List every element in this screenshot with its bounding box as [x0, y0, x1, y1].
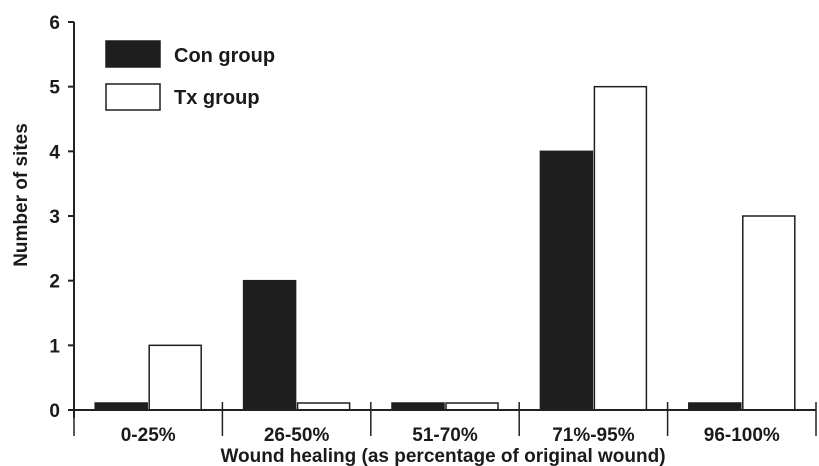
- bar-con-group: [242, 279, 297, 411]
- legend-label-con-group: Con group: [174, 45, 275, 67]
- y-tick-label: 1: [49, 336, 60, 357]
- bar-tx-group: [296, 402, 351, 411]
- y-axis-ticks: 0 1 2 3 4 5 6: [49, 13, 74, 422]
- x-tick-label: 71%-95%: [552, 425, 634, 446]
- y-tick-label: 0: [49, 401, 60, 422]
- y-tick-label: 5: [49, 78, 60, 99]
- bar-con-group: [94, 402, 148, 411]
- legend: Con group Tx group: [105, 40, 275, 111]
- y-axis-title: Number of sites: [11, 123, 32, 267]
- bars: [94, 85, 796, 411]
- y-tick-label: 3: [49, 207, 60, 228]
- bar-tx-group: [593, 85, 648, 411]
- x-axis-ticks: 0-25% 26-50% 51-70% 71%-95% 96-100%: [73, 402, 817, 446]
- legend-swatch-tx-group: [105, 83, 161, 111]
- bar-tx-group: [445, 402, 499, 411]
- bar-con-group: [539, 150, 594, 411]
- y-tick-label: 2: [49, 272, 60, 293]
- x-tick-label: 26-50%: [264, 425, 330, 446]
- bar-con-group: [688, 402, 742, 411]
- y-tick-label: 4: [49, 142, 60, 163]
- x-axis-title: Wound healing (as percentage of original…: [220, 446, 665, 466]
- x-tick-label: 96-100%: [704, 425, 780, 446]
- x-tick-label: 51-70%: [412, 425, 478, 446]
- bar-tx-group: [742, 215, 796, 411]
- y-tick-label: 6: [49, 13, 60, 34]
- bar-tx-group: [148, 344, 202, 411]
- legend-label-tx-group: Tx group: [174, 87, 260, 109]
- x-tick-label: 0-25%: [121, 425, 176, 446]
- legend-swatch-con-group: [105, 40, 161, 68]
- bar-con-group: [391, 402, 445, 411]
